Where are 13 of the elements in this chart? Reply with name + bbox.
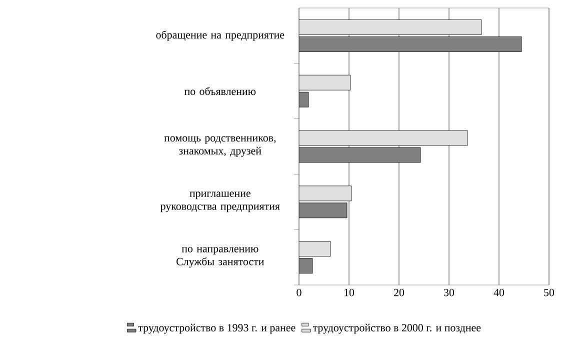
y-tick-label: по направлению Службы занятости [176, 247, 264, 268]
legend-label: трудоустройство в 2000 г. и позднее [312, 324, 481, 334]
y-tick-label: помощь родственников, знакомых, друзей [164, 136, 276, 157]
y-tick-label: приглашение руководства предприятия [160, 192, 280, 212]
x-tick-label: 0 [296, 288, 302, 296]
x-tick-label: 30 [444, 288, 454, 296]
y-tick-label: по объявлению [184, 87, 256, 96]
x-tick-label: 50 [544, 288, 554, 296]
x-tick-label: 40 [494, 288, 504, 296]
legend-label: трудоустройство в 1993 г. и ранее [138, 324, 296, 334]
x-tick-label: 10 [344, 288, 354, 296]
y-tick-label: обращение на предприятие [156, 30, 284, 41]
x-tick-label: 20 [394, 288, 404, 296]
